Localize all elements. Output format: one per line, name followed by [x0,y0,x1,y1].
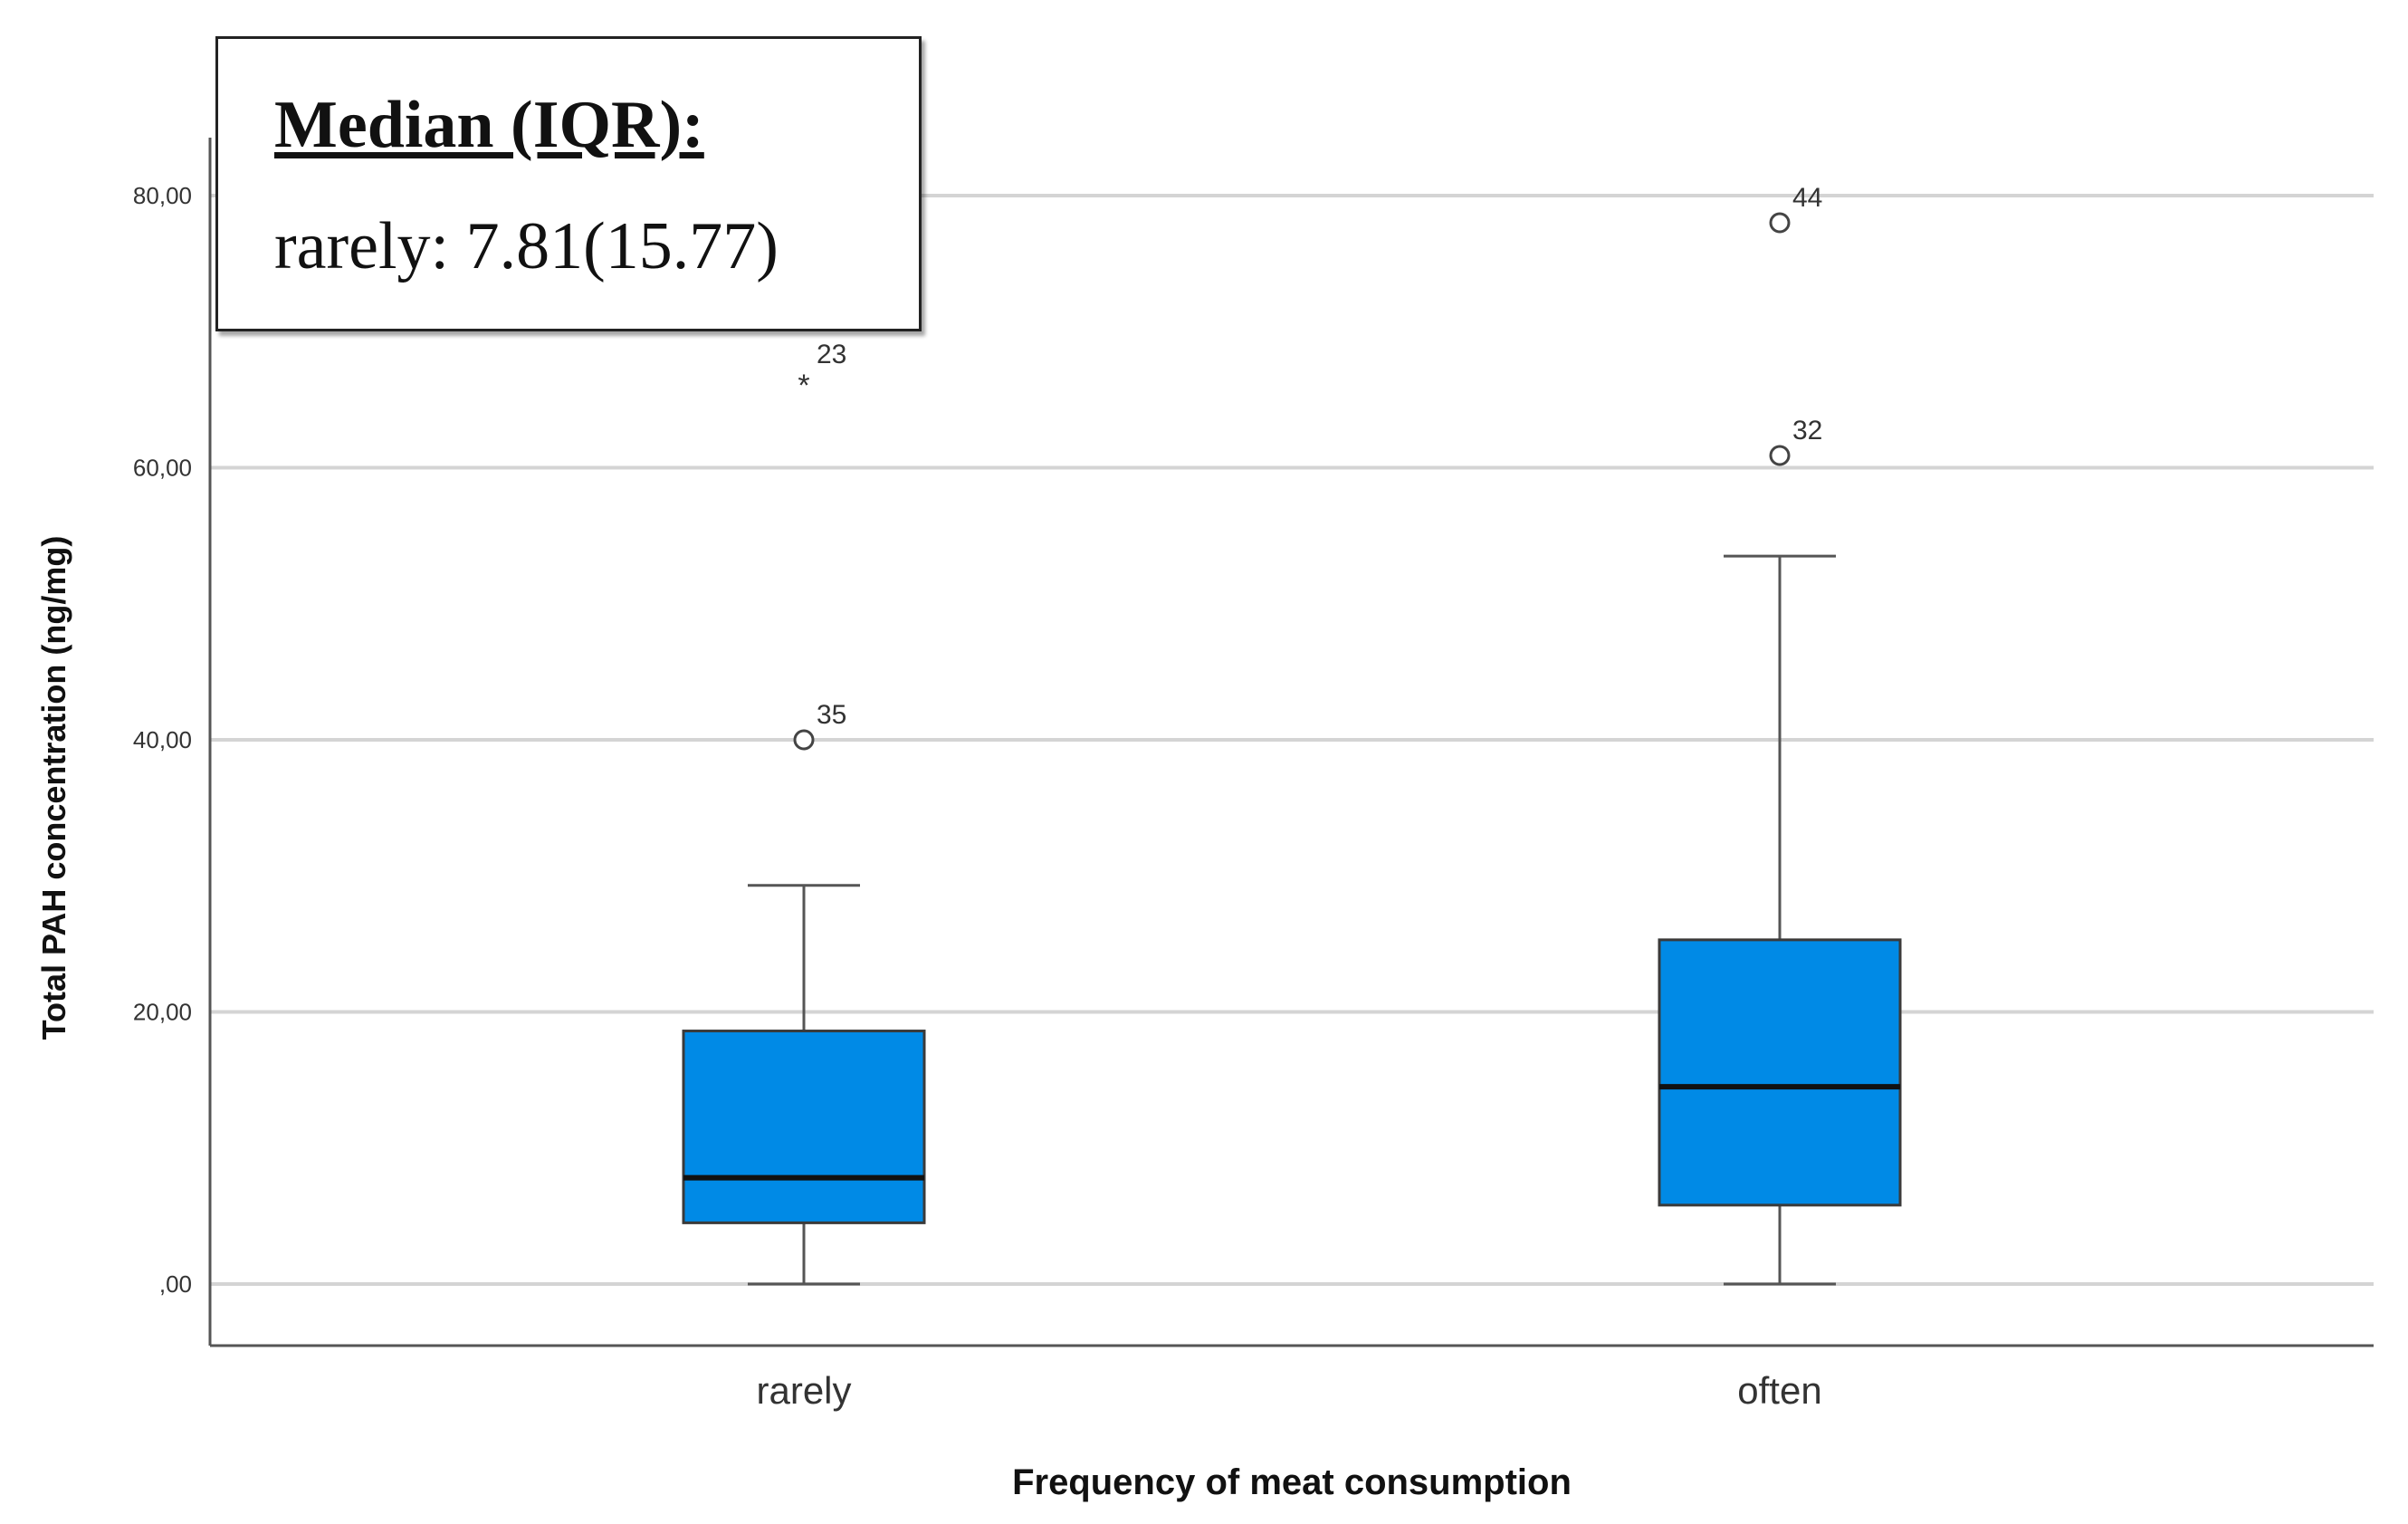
y-tick-label: 20,00 [133,999,192,1026]
y-tick-label: 60,00 [133,455,192,482]
category-label-often: often [1737,1369,1821,1412]
axes [208,138,2374,1347]
box-group-often: 32 44 [1658,183,1902,1286]
outlier-star: * [798,369,809,403]
iqr-box [682,1030,926,1224]
outlier-label: 32 [1792,416,1822,446]
median-iqr-annotation: Median (IQR): rarely: 7.81(15.77) [215,36,922,331]
outlier-circle [793,729,815,751]
x-axis-title: Frequency of meat consumption [1012,1462,1572,1502]
y-tick-label: 40,00 [133,726,192,753]
outlier-label: 35 [817,700,846,730]
box-group-rarely: 35 * 23 [682,340,926,1286]
y-axis-title: Total PAH concentration (ng/mg) [35,536,72,1040]
iqr-box [1658,938,1902,1207]
x-category-labels: rarely often [756,1369,1821,1412]
outlier-label: 23 [817,340,846,369]
y-tick-labels: ,00 20,00 40,00 60,00 80,00 [133,182,192,1298]
category-label-rarely: rarely [756,1369,851,1412]
y-tick-label: 80,00 [133,182,192,209]
annotation-title: Median (IQR): [274,88,704,162]
annotation-rarely-line: rarely: 7.81(15.77) [274,209,779,283]
y-tick-label: ,00 [159,1270,192,1298]
outlier-circle [1769,212,1791,234]
outlier-circle [1769,445,1791,466]
boxes: 35 * 23 32 44 [682,183,1902,1286]
outlier-label: 44 [1792,183,1822,213]
gridlines [210,194,2374,1286]
